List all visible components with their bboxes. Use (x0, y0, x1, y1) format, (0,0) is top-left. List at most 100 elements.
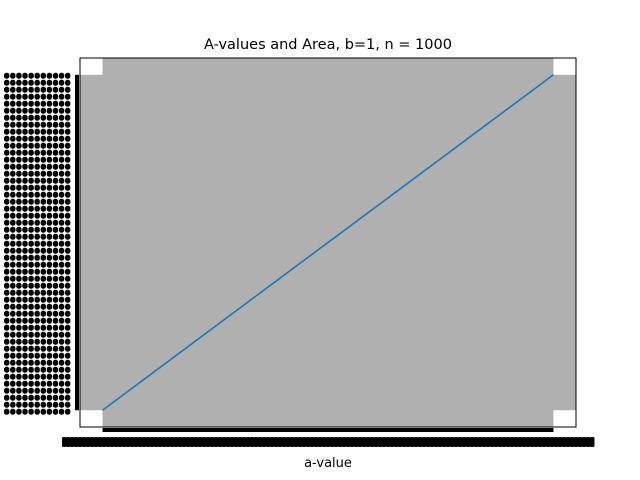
y-tick-label-glyph (52, 212, 59, 219)
x-tick-label-glyph (550, 437, 555, 447)
y-tick-label-glyph (65, 170, 71, 177)
y-tick-label-glyph (46, 247, 53, 254)
y-tick-label-glyph (58, 408, 65, 415)
y-tick-label-glyph (4, 310, 10, 317)
y-tick-label-glyph (22, 373, 28, 380)
y-tick-label-glyph (10, 79, 16, 86)
y-tick-label-glyph (58, 191, 65, 198)
y-tick-label-glyph (65, 212, 71, 219)
y-tick-label-glyph (4, 317, 10, 324)
y-tick-label-glyph (16, 135, 22, 142)
y-tick-label-glyph (65, 289, 71, 296)
y-tick-label-glyph (46, 205, 53, 212)
y-tick-label-glyph (58, 198, 65, 205)
y-tick-label-glyph (22, 387, 28, 394)
x-tick-label-glyph (250, 437, 255, 447)
y-tick-label-glyph (34, 142, 40, 149)
y-tick-label-glyph (40, 240, 46, 247)
x-tick-label-glyph (266, 437, 271, 447)
y-tick-label-glyph (52, 219, 59, 226)
x-axis-tick-labels (62, 437, 595, 447)
x-tick-label-glyph (302, 437, 307, 447)
y-tick-label-glyph (10, 135, 16, 142)
y-tick-label-glyph (4, 408, 10, 415)
y-tick-label-glyph (16, 296, 22, 303)
x-tick-label-glyph (526, 437, 531, 447)
y-tick-label-glyph (4, 387, 10, 394)
x-tick-label-glyph (442, 437, 447, 447)
x-tick-label-glyph (246, 437, 251, 447)
x-tick-label-glyph (306, 437, 311, 447)
y-tick-label-glyph (58, 324, 65, 331)
x-tick-label-glyph (510, 437, 515, 447)
x-tick-label-glyph (446, 437, 451, 447)
x-tick-label-glyph (134, 437, 139, 447)
y-tick-label-glyph (22, 93, 28, 100)
y-tick-label-glyph (46, 128, 53, 135)
y-tick-label-glyph (40, 359, 46, 366)
y-tick-label-glyph (34, 163, 40, 170)
y-tick-label-glyph (46, 86, 53, 93)
y-tick-label-glyph (4, 142, 10, 149)
y-tick-label-glyph (22, 359, 28, 366)
x-tick-label-glyph (242, 437, 247, 447)
y-tick-label-glyph (40, 254, 46, 261)
y-tick-label-glyph (65, 254, 71, 261)
y-tick-label-glyph (34, 275, 40, 282)
x-tick-label-glyph (202, 437, 207, 447)
axes-frame (79, 57, 577, 428)
y-tick-label-glyph (65, 226, 71, 233)
y-tick-label-glyph (10, 366, 16, 373)
y-tick-label-glyph (40, 163, 46, 170)
x-tick-label-glyph (66, 437, 71, 447)
y-tick-label-glyph (16, 156, 22, 163)
y-tick-label-glyph (4, 366, 10, 373)
x-tick-label-glyph (226, 437, 231, 447)
y-tick-label-glyph (4, 100, 10, 107)
y-tick-label-glyph (28, 156, 34, 163)
y-tick-label-glyph (34, 240, 40, 247)
y-tick-label-glyph (58, 387, 65, 394)
y-tick-label-glyph (28, 170, 34, 177)
y-tick-label-glyph (4, 163, 10, 170)
x-tick-label-glyph (566, 437, 571, 447)
y-tick-label-glyph (65, 387, 71, 394)
y-tick-label-glyph (10, 163, 16, 170)
y-tick-label-glyph (52, 254, 59, 261)
x-tick-label-glyph (186, 437, 191, 447)
y-tick-label-glyph (22, 79, 28, 86)
y-tick-label-glyph (22, 72, 28, 79)
y-tick-label-glyph (34, 212, 40, 219)
y-tick-label-glyph (22, 184, 28, 191)
y-tick-label-glyph (4, 121, 10, 128)
y-tick-label-glyph (65, 373, 71, 380)
y-tick-label-glyph (16, 149, 22, 156)
y-tick-label-glyph (10, 268, 16, 275)
y-tick-label-glyph (28, 114, 34, 121)
y-tick-label-glyph (16, 205, 22, 212)
y-tick-label-glyph (65, 205, 71, 212)
y-tick-label-glyph (40, 128, 46, 135)
y-tick-label-glyph (58, 86, 65, 93)
y-tick-label-glyph (58, 107, 65, 114)
y-tick-label-glyph (16, 163, 22, 170)
y-tick-label-glyph (10, 394, 16, 401)
y-tick-label-glyph (40, 331, 46, 338)
y-tick-label-glyph (28, 401, 34, 408)
y-tick-label-glyph (28, 205, 34, 212)
y-tick-label-glyph (10, 331, 16, 338)
y-tick-label-glyph (4, 191, 10, 198)
y-tick-label-glyph (34, 380, 40, 387)
y-tick-label-glyph (40, 380, 46, 387)
x-tick-label-glyph (122, 437, 127, 447)
y-tick-label-glyph (28, 296, 34, 303)
y-tick-label-glyph (28, 324, 34, 331)
x-tick-label-glyph (426, 437, 431, 447)
x-tick-label-glyph (478, 437, 483, 447)
y-tick-label-glyph (65, 408, 71, 415)
x-tick-label-glyph (158, 437, 163, 447)
y-tick-label-glyph (46, 177, 53, 184)
y-tick-label-glyph (34, 198, 40, 205)
y-tick-label-glyph (40, 107, 46, 114)
x-tick-label-glyph (466, 437, 471, 447)
